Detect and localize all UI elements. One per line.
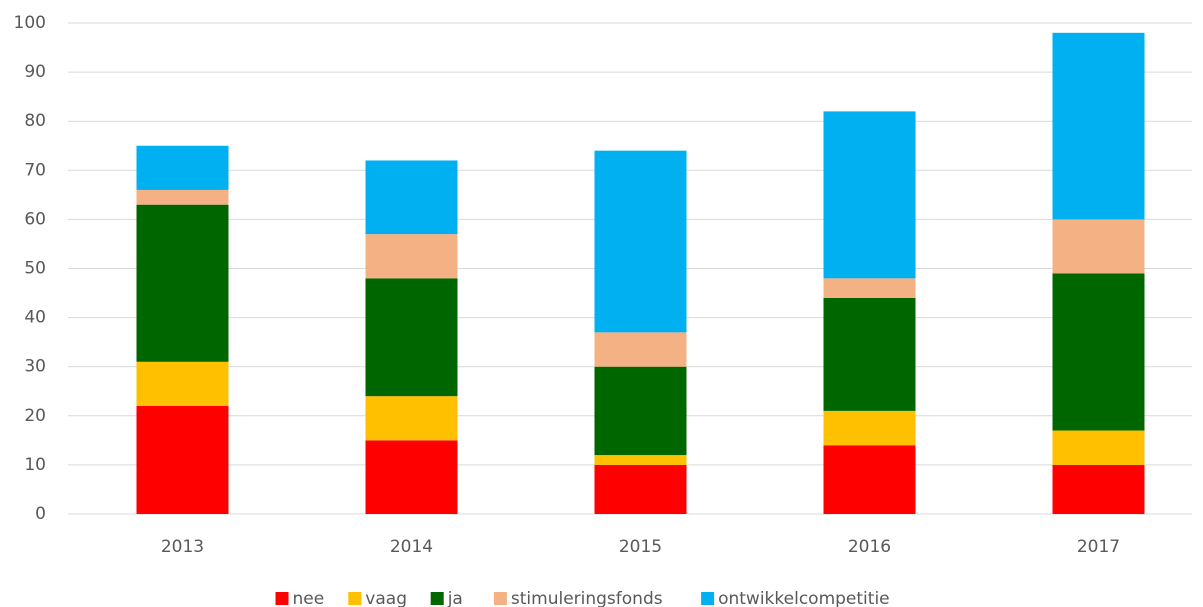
bar-segment [136, 405, 229, 514]
bar-segment [1052, 273, 1145, 431]
bar-segment [823, 111, 916, 279]
y-tick-label: 20 [24, 406, 46, 426]
legend-label: ontwikkelcompetitie [718, 589, 890, 607]
bar-segment [365, 396, 458, 441]
y-tick-label: 50 [24, 259, 46, 279]
x-tick-label: 2015 [619, 537, 662, 557]
bar-segment [136, 204, 229, 362]
legend-label: nee [293, 589, 325, 607]
y-tick-label: 0 [35, 504, 46, 524]
bar-segment [136, 361, 229, 406]
x-tick-label: 2016 [848, 537, 891, 557]
bar-segment [823, 410, 916, 446]
legend-swatch [348, 592, 362, 605]
bar-segment [136, 189, 229, 205]
y-tick-label: 30 [24, 357, 46, 377]
y-tick-label: 80 [24, 111, 46, 131]
y-tick-label: 40 [24, 308, 46, 328]
bar-segment [136, 145, 229, 190]
bar-segment [594, 332, 687, 367]
x-tick-label: 2017 [1077, 537, 1120, 557]
y-tick-label: 90 [24, 62, 46, 82]
legend-swatch [493, 592, 507, 605]
legend-swatch [430, 592, 444, 605]
bar-segment [1052, 464, 1145, 514]
bar-segment [365, 278, 458, 397]
bar-segment [594, 366, 687, 456]
bar-segment [594, 455, 687, 465]
legend-label: vaag [365, 589, 407, 607]
x-tick-label: 2014 [390, 537, 433, 557]
legend-swatch [701, 592, 715, 605]
bar-segment [594, 150, 687, 333]
legend-label: ja [447, 589, 463, 607]
y-tick-label: 100 [14, 13, 46, 33]
bar-segment [1052, 32, 1145, 220]
legend-label: stimuleringsfonds [511, 589, 663, 607]
bar-segment [594, 464, 687, 514]
y-tick-label: 10 [24, 455, 46, 475]
bar-segment [365, 234, 458, 279]
bar-segment [823, 297, 916, 411]
y-tick-label: 70 [24, 160, 46, 180]
legend-swatch [275, 592, 289, 605]
bar-segment [365, 440, 458, 514]
bar-segment [823, 278, 916, 298]
x-tick-label: 2013 [161, 537, 204, 557]
bar-segment [365, 160, 458, 235]
bar-segment [823, 445, 916, 514]
bar-segment [1052, 430, 1145, 465]
y-tick-label: 60 [24, 209, 46, 229]
bar-segment [1052, 219, 1145, 274]
